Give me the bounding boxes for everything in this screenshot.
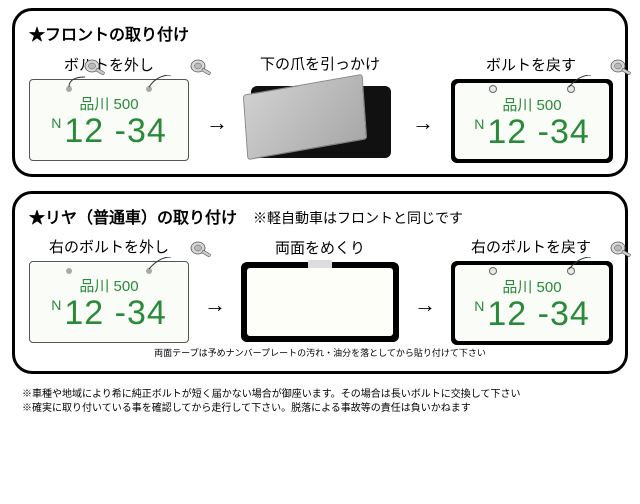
bolt-icon [609, 239, 633, 263]
plate-top-text: 品川 500 [79, 97, 138, 112]
footnote-line: ※確実に取り付いている事を確認してから走行して下さい。脱落による事故等の責任は負… [22, 402, 618, 416]
bare-plate: 品川 500 N12 -34 [29, 79, 189, 161]
cover-illustration [245, 84, 395, 162]
front-steps-row: ボルトを外し 品川 500 N12 -34 → 下の爪を引っ [29, 53, 611, 162]
empty-frame [241, 262, 399, 342]
front-step-2: 下の爪を引っかけ [245, 53, 395, 162]
rear-step-1: 右のボルトを外し 品川 500 N12 -34 [29, 236, 189, 343]
rear-step-2: 両面をめくり [241, 237, 399, 342]
front-panel-title: ★フロントの取り付け [29, 21, 189, 45]
rear-step-2-label: 両面をめくり [275, 237, 365, 258]
framed-plate: 品川 500 N12 -34 [451, 261, 613, 345]
rear-panel: ★リヤ（普通車）の取り付け ※軽自動車はフロントと同じです 右のボルトを外し 品… [12, 191, 628, 374]
front-step-1: ボルトを外し 品川 500 N12 -34 [29, 54, 189, 161]
arrow-icon: → [412, 110, 434, 136]
rear-step-1-label: 右のボルトを外し [49, 236, 169, 257]
front-step-3: ボルトを戻す 品川 500 N12 -34 [451, 54, 611, 161]
front-step-3-label: ボルトを戻す [486, 54, 576, 75]
arrow-icon: → [206, 110, 228, 136]
rear-panel-subnote: ※軽自動車はフロントと同じです [253, 208, 463, 228]
rear-subcaption: 両面テープは予めナンバープレートの汚れ・油分を落としてから貼り付けて下さい [29, 346, 611, 359]
rear-step-3-label: 右のボルトを戻す [471, 236, 591, 257]
arrow-icon: → [414, 292, 436, 318]
plate-main-text: N12 -34 [51, 114, 167, 148]
arrow-icon: → [204, 292, 226, 318]
footnote-line: ※車種や地域により希に純正ボルトが短く届かない場合が御座います。その場合は長いボ… [22, 388, 618, 402]
bare-plate: 品川 500 N12 -34 [29, 261, 189, 343]
bolt-icon [189, 239, 213, 263]
rear-panel-title: ★リヤ（普通車）の取り付け [29, 204, 237, 228]
front-step-2-label: 下の爪を引っかけ [260, 53, 380, 74]
bolt-icon [609, 57, 633, 81]
footnotes: ※車種や地域により希に純正ボルトが短く届かない場合が御座います。その場合は長いボ… [22, 388, 618, 416]
framed-plate: 品川 500 N12 -34 [451, 79, 613, 163]
front-panel: ★フロントの取り付け ボルトを外し 品川 500 N12 -34 [12, 8, 628, 177]
rear-steps-row: 右のボルトを外し 品川 500 N12 -34 → 両面をめくり [29, 236, 611, 343]
bolt-icon [189, 57, 213, 81]
front-step-1-label: ボルトを外し [64, 54, 154, 75]
rear-step-3: 右のボルトを戻す 品川 500 N12 -34 [451, 236, 611, 343]
